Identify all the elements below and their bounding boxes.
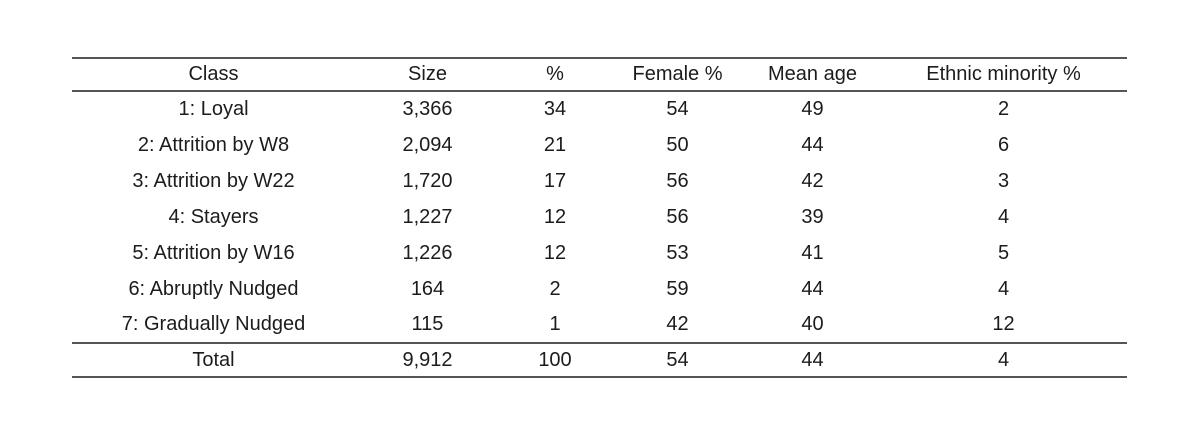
table-row: 1: Loyal 3,366 34 54 49 2 <box>72 91 1127 127</box>
cell-size: 3,366 <box>402 98 453 120</box>
cell-class: 2: Attrition by W8 <box>137 133 290 156</box>
cell-female-percent: 50 <box>666 133 689 156</box>
cell-percent: 17 <box>543 169 567 192</box>
cell-mean-age: 39 <box>801 205 824 228</box>
cell-class: 7: Gradually Nudged <box>121 313 306 335</box>
total-label: Total <box>192 348 235 371</box>
cell-female-percent: 59 <box>666 277 689 300</box>
cell-mean-age: 44 <box>801 277 824 300</box>
cell-class: 5: Attrition by W16 <box>132 241 295 264</box>
table-row: 4: Stayers 1,227 12 56 39 4 <box>72 199 1127 235</box>
total-size: 9,912 <box>402 348 453 371</box>
cell-size: 1,226 <box>402 241 453 264</box>
cell-percent: 1 <box>549 313 561 335</box>
stats-table: Class Size % Female % Mean age Ethnic mi… <box>72 57 1127 378</box>
table-row: 2: Attrition by W8 2,094 21 50 44 6 <box>72 127 1127 163</box>
cell-mean-age: 41 <box>801 241 824 264</box>
cell-female-percent: 53 <box>666 241 689 264</box>
cell-ethnic-minority: 12 <box>992 313 1015 335</box>
cell-ethnic-minority: 2 <box>997 98 1010 120</box>
cell-ethnic-minority: 6 <box>997 133 1010 156</box>
total-ethnic-minority: 4 <box>997 348 1010 371</box>
cell-percent: 34 <box>543 98 567 120</box>
cell-class: 6: Abruptly Nudged <box>128 277 299 300</box>
cell-mean-age: 44 <box>801 133 824 156</box>
cell-female-percent: 54 <box>666 98 689 120</box>
column-header-female-percent: Female % <box>632 63 723 85</box>
cell-percent: 21 <box>543 133 567 156</box>
cell-class: 1: Loyal <box>178 98 249 120</box>
total-mean-age: 44 <box>801 348 824 371</box>
cell-mean-age: 40 <box>801 313 824 335</box>
cell-mean-age: 49 <box>801 98 824 120</box>
cell-size: 1,227 <box>402 205 453 228</box>
cell-percent: 12 <box>543 205 567 228</box>
cell-class: 4: Stayers <box>168 205 259 228</box>
total-female-percent: 54 <box>666 348 689 371</box>
table-header-row: Class Size % Female % Mean age Ethnic mi… <box>72 58 1127 91</box>
class-statistics-table: Class Size % Female % Mean age Ethnic mi… <box>72 57 1127 378</box>
cell-size: 115 <box>411 313 444 335</box>
column-header-size: Size <box>408 63 447 85</box>
table-total-row: Total 9,912 100 54 44 4 <box>72 343 1127 377</box>
cell-size: 1,720 <box>402 169 453 192</box>
column-header-ethnic-minority: Ethnic minority % <box>926 63 1081 85</box>
cell-female-percent: 56 <box>666 169 689 192</box>
cell-ethnic-minority: 3 <box>997 169 1010 192</box>
column-header-class: Class <box>188 63 239 85</box>
column-header-mean-age: Mean age <box>768 63 857 85</box>
cell-percent: 12 <box>543 241 567 264</box>
column-header-percent: % <box>546 63 564 85</box>
cell-female-percent: 56 <box>666 205 689 228</box>
table-row: 6: Abruptly Nudged 164 2 59 44 4 <box>72 271 1127 307</box>
cell-ethnic-minority: 5 <box>997 241 1010 264</box>
table-row: 5: Attrition by W16 1,226 12 53 41 5 <box>72 235 1127 271</box>
cell-size: 164 <box>410 277 445 300</box>
cell-class: 3: Attrition by W22 <box>132 169 295 192</box>
cell-mean-age: 42 <box>801 169 824 192</box>
cell-ethnic-minority: 4 <box>997 277 1010 300</box>
cell-ethnic-minority: 4 <box>997 205 1010 228</box>
table-body: 1: Loyal 3,366 34 54 49 2 2: Attrition by W8 2,… <box>72 91 1127 343</box>
cell-size: 2,094 <box>402 133 453 156</box>
total-percent: 100 <box>538 348 572 371</box>
table-row: 7: Gradually Nudged 115 1 42 40 12 <box>72 307 1127 343</box>
cell-female-percent: 42 <box>666 313 689 335</box>
table-row: 3: Attrition by W22 1,720 17 56 42 3 <box>72 163 1127 199</box>
cell-percent: 2 <box>549 277 561 300</box>
